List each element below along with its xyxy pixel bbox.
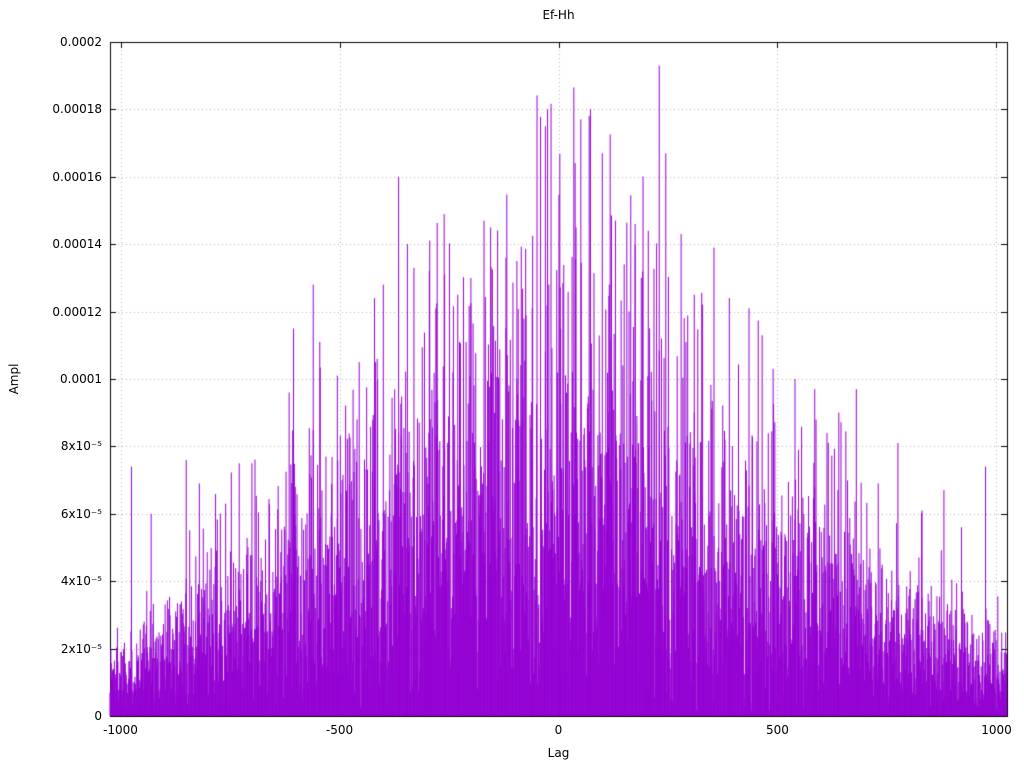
x-axis-label: Lag [547, 746, 570, 760]
y-tick-label: 0.00016 [52, 169, 102, 184]
chart-title: Ef-Hh [542, 8, 575, 22]
x-tick-label: 1000 [981, 723, 1012, 737]
y-tick-label: 0.00012 [52, 304, 102, 319]
y-tick-label: 8x10⁻⁵ [60, 439, 102, 454]
x-tick-label: 500 [766, 723, 789, 737]
x-tick-label: 0 [554, 723, 563, 737]
x-tick-label: -1000 [103, 723, 138, 737]
y-tick-label: 0.0002 [60, 35, 102, 49]
y-tick-label: 0.0001 [60, 372, 102, 386]
x-tick-label: -500 [325, 723, 354, 737]
y-tick-label: 4x10⁻⁵ [60, 574, 102, 589]
y-tick-label: 0.00018 [52, 102, 102, 117]
y-tick-label: 0 [94, 709, 102, 723]
y-tick-label: 0.00014 [52, 237, 102, 252]
y-tick-label: 2x10⁻⁵ [60, 641, 102, 656]
y-tick-label: 6x10⁻⁵ [60, 506, 102, 521]
